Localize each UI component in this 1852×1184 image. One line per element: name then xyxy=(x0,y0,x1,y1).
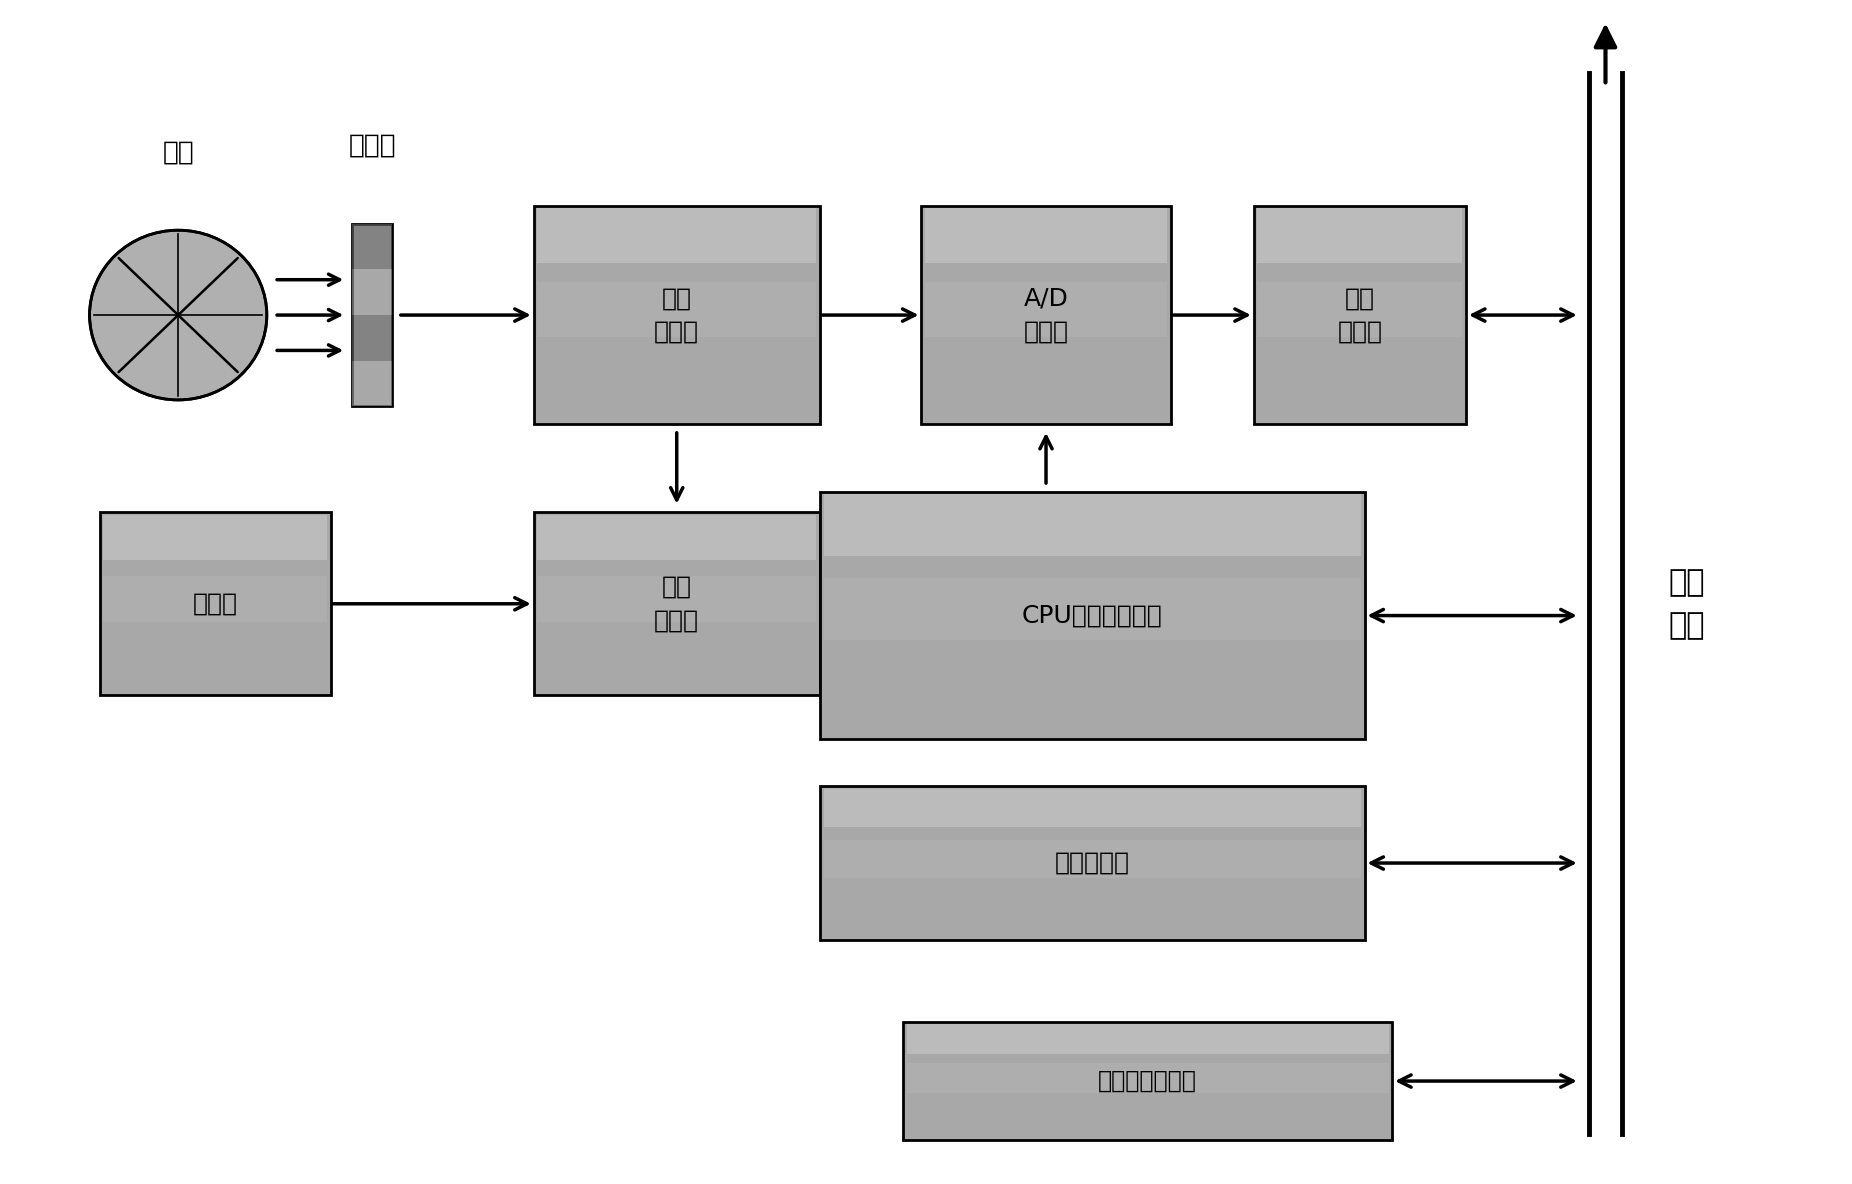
Bar xyxy=(352,315,393,361)
Text: A/D
转换器: A/D 转换器 xyxy=(1024,287,1069,343)
Text: 数据
缓冲器: 数据 缓冲器 xyxy=(1337,287,1382,343)
Bar xyxy=(824,841,1361,879)
Bar xyxy=(820,786,1365,940)
Bar xyxy=(820,491,1365,739)
Bar xyxy=(104,577,326,622)
Bar xyxy=(824,789,1361,828)
Bar xyxy=(352,270,393,315)
Text: 探测器: 探测器 xyxy=(348,133,396,159)
Bar xyxy=(1254,206,1467,424)
Text: 光源: 光源 xyxy=(163,140,194,166)
Bar xyxy=(537,208,817,263)
Bar xyxy=(907,1063,1389,1093)
Bar xyxy=(100,513,330,695)
Ellipse shape xyxy=(89,230,267,400)
Bar xyxy=(907,1024,1389,1054)
Bar xyxy=(533,513,820,695)
Bar xyxy=(352,224,393,270)
Bar xyxy=(824,579,1361,641)
Bar xyxy=(537,282,817,337)
Bar xyxy=(926,208,1167,263)
Text: CPU（软件比较）: CPU（软件比较） xyxy=(1022,604,1163,628)
Bar xyxy=(537,577,817,622)
Bar xyxy=(104,515,326,560)
Bar xyxy=(824,494,1361,556)
Bar xyxy=(904,1022,1393,1140)
Text: 设定値: 设定値 xyxy=(193,592,237,616)
Text: 数据
总线: 数据 总线 xyxy=(1669,568,1706,639)
Bar xyxy=(352,361,393,406)
Bar xyxy=(533,206,820,424)
Text: 数据存储器: 数据存储器 xyxy=(1054,851,1130,875)
Bar xyxy=(1258,208,1463,263)
Text: 前置
放大器: 前置 放大器 xyxy=(654,287,700,343)
Bar xyxy=(1258,282,1463,337)
Text: 电压
比较器: 电压 比较器 xyxy=(654,575,700,632)
Bar xyxy=(537,515,817,560)
Bar xyxy=(922,206,1170,424)
Text: 译码及控制电路: 译码及控制电路 xyxy=(1098,1069,1196,1093)
Bar xyxy=(352,224,393,406)
Bar xyxy=(926,282,1167,337)
